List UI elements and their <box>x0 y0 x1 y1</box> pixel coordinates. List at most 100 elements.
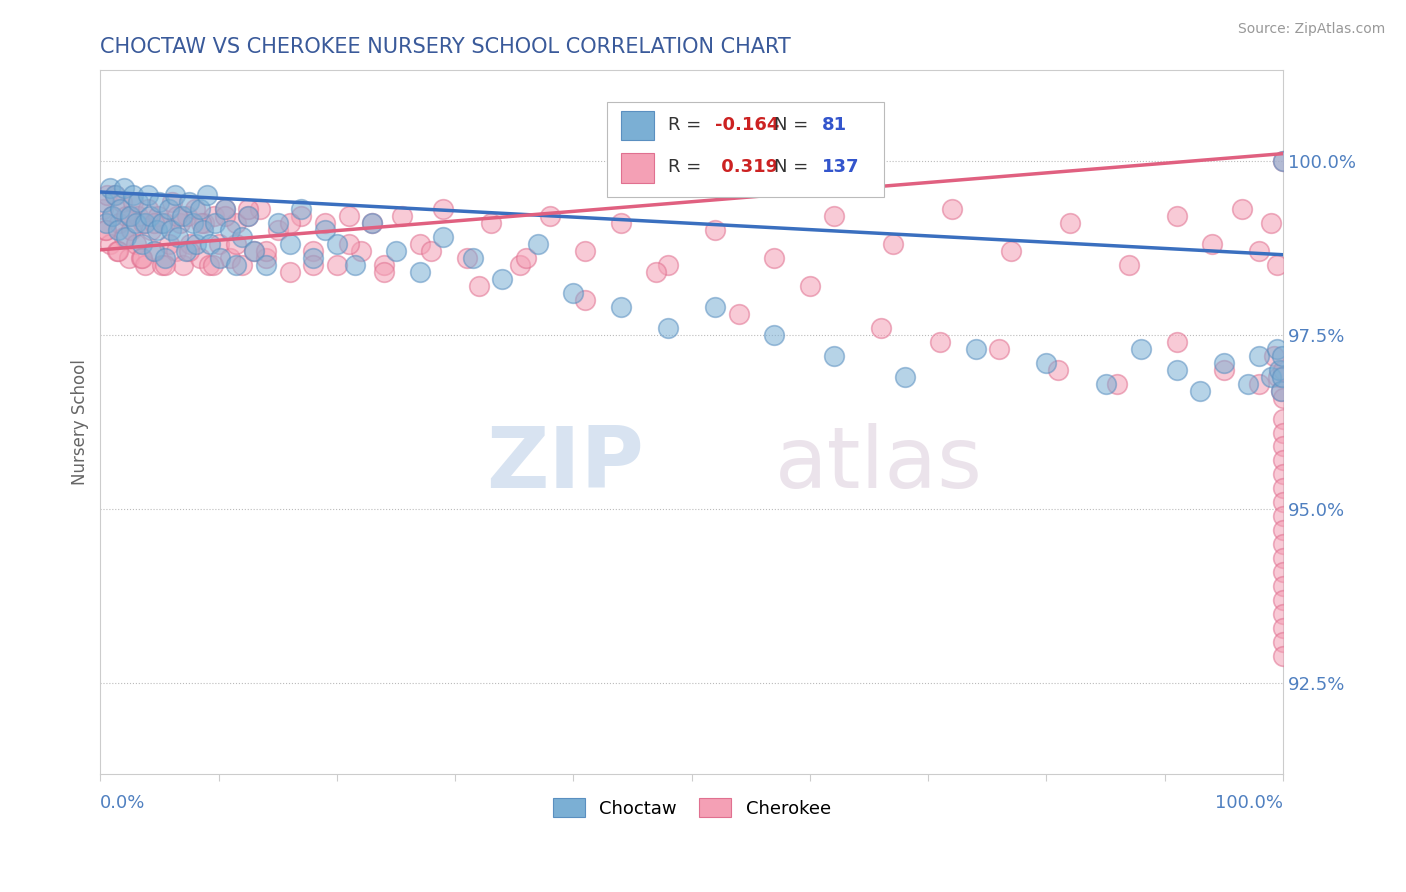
Point <box>118 210 141 224</box>
Point <box>361 216 384 230</box>
Point <box>131 251 153 265</box>
Point <box>1272 391 1295 405</box>
Point <box>657 321 679 335</box>
Text: N =: N = <box>775 158 814 176</box>
Point <box>103 188 125 202</box>
Point <box>1272 648 1295 663</box>
Point <box>166 210 188 224</box>
Point <box>198 258 221 272</box>
Point <box>302 251 325 265</box>
Point <box>728 307 751 321</box>
Point <box>408 237 430 252</box>
Point <box>207 237 229 252</box>
FancyBboxPatch shape <box>606 102 884 197</box>
Point <box>165 244 187 259</box>
Point <box>101 210 124 224</box>
Point <box>385 244 408 259</box>
Point <box>115 230 138 244</box>
Point <box>1212 363 1234 377</box>
Point <box>1272 495 1295 509</box>
Point <box>148 195 170 210</box>
Point <box>181 216 204 230</box>
Point <box>155 258 177 272</box>
Point <box>202 210 225 224</box>
Point <box>96 216 118 230</box>
Point <box>929 334 952 349</box>
Point <box>314 223 336 237</box>
Point <box>150 258 173 272</box>
Point <box>139 210 162 224</box>
Point <box>326 237 349 252</box>
Point <box>125 216 148 230</box>
Point <box>134 258 156 272</box>
Point <box>107 244 129 259</box>
Point <box>188 202 211 217</box>
Point <box>200 237 222 252</box>
Point <box>225 258 247 272</box>
Text: 81: 81 <box>821 116 846 134</box>
Point <box>155 251 177 265</box>
Point <box>120 223 142 237</box>
Point <box>193 223 215 237</box>
Point <box>1249 376 1271 391</box>
Point <box>254 244 277 259</box>
Point <box>391 210 413 224</box>
Point <box>163 188 186 202</box>
Point <box>479 216 502 230</box>
Point <box>249 202 271 217</box>
Point <box>1094 376 1116 391</box>
Point <box>174 244 197 259</box>
Point <box>1236 376 1258 391</box>
Point <box>243 244 266 259</box>
Point <box>238 202 260 217</box>
Point <box>1272 509 1295 524</box>
Y-axis label: Nursery School: Nursery School <box>72 359 89 485</box>
Point <box>609 300 631 314</box>
Point <box>176 210 198 224</box>
Point <box>190 216 212 230</box>
Point <box>1272 551 1295 566</box>
Point <box>1272 565 1295 579</box>
Point <box>1272 621 1295 635</box>
Point <box>231 258 253 272</box>
Point <box>337 237 360 252</box>
Point <box>122 188 145 202</box>
Point <box>254 258 277 272</box>
Text: N =: N = <box>775 116 814 134</box>
Point <box>105 244 128 259</box>
Point <box>238 210 260 224</box>
Point <box>562 286 585 301</box>
Point <box>1272 363 1295 377</box>
Point <box>98 181 121 195</box>
Point <box>122 195 145 210</box>
Point <box>150 216 173 230</box>
Point <box>645 265 668 279</box>
Point <box>1272 440 1295 454</box>
Point <box>193 216 215 230</box>
Point <box>1272 607 1295 621</box>
Point <box>131 237 153 252</box>
Point <box>1166 210 1188 224</box>
Point <box>1272 153 1295 168</box>
Point <box>491 272 513 286</box>
Point <box>314 216 336 230</box>
Point <box>527 237 550 252</box>
Point <box>93 195 115 210</box>
Point <box>278 265 301 279</box>
Point <box>214 202 236 217</box>
Text: CHOCTAW VS CHEROKEE NURSERY SCHOOL CORRELATION CHART: CHOCTAW VS CHEROKEE NURSERY SCHOOL CORRE… <box>100 37 792 57</box>
Point <box>1272 481 1295 495</box>
Point <box>254 251 277 265</box>
Text: R =: R = <box>668 116 707 134</box>
Point <box>941 202 963 217</box>
Point <box>302 244 325 259</box>
Point <box>186 237 208 252</box>
Text: 137: 137 <box>821 158 859 176</box>
Point <box>349 244 371 259</box>
Point <box>177 195 200 210</box>
Point <box>1000 244 1022 259</box>
Point <box>823 349 845 363</box>
Point <box>988 342 1011 356</box>
Legend: Choctaw, Cherokee: Choctaw, Cherokee <box>546 791 838 825</box>
Point <box>432 202 454 217</box>
